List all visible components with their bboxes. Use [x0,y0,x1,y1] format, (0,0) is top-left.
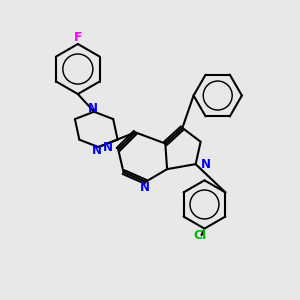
Text: Cl: Cl [194,230,207,242]
Text: N: N [88,102,98,115]
Text: N: N [140,181,150,194]
Text: N: N [103,141,113,154]
Text: F: F [74,31,82,44]
Text: N: N [92,144,102,157]
Text: N: N [201,158,211,171]
